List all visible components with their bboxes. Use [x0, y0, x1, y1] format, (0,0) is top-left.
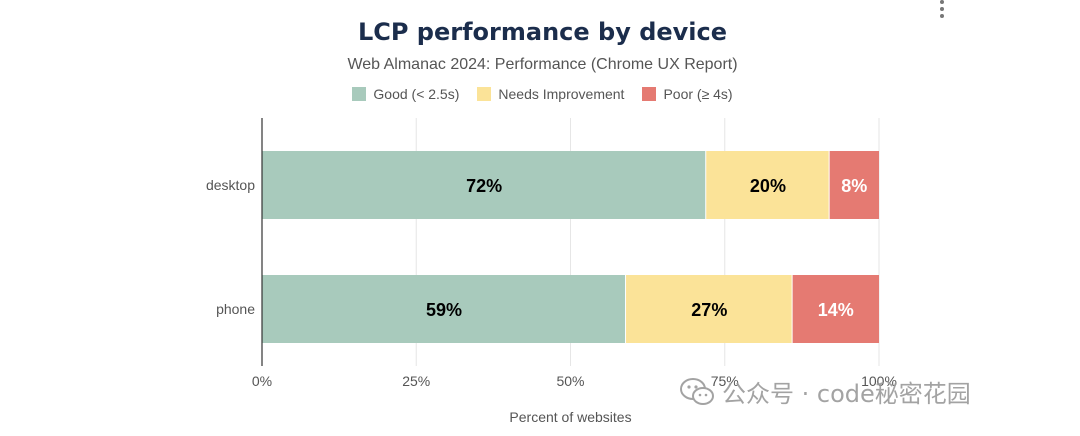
legend-item-needs-improvement[interactable]: Needs Improvement — [477, 86, 624, 102]
legend-item-poor[interactable]: Poor (≥ 4s) — [642, 86, 733, 102]
bar-desktop-needs-improvement — [706, 151, 829, 219]
data-label-phone-needs-improvement: 27% — [691, 300, 727, 320]
data-label-phone-good-2-5s: 59% — [426, 300, 462, 320]
legend-swatch-poor — [642, 87, 657, 101]
legend-label-needs-improvement: Needs Improvement — [498, 86, 625, 102]
x-tick-label-50: 50% — [556, 373, 584, 389]
chart-title: LCP performance by device — [357, 18, 728, 46]
wechat-icon — [680, 377, 714, 405]
chart-legend: Good (< 2.5s) Needs Improvement Poor (≥ … — [0, 86, 1080, 102]
bar-desktop-poor-4s — [829, 151, 879, 219]
x-tick-label-75: 75% — [711, 373, 739, 389]
legend-item-good[interactable]: Good (< 2.5s) — [352, 86, 459, 102]
watermark-text: 公众号 · code秘密花园 — [722, 380, 971, 408]
legend-swatch-needs-improvement — [477, 87, 492, 101]
watermark: 公众号 · code秘密花园 — [680, 374, 971, 409]
x-tick-label-25: 25% — [402, 373, 430, 389]
data-label-desktop-good-2-5s: 72% — [466, 176, 502, 196]
bar-phone-poor-4s — [792, 275, 879, 343]
x-tick-label-100: 100% — [861, 373, 897, 389]
bar-desktop-good-2-5s — [262, 151, 706, 219]
legend-label-good: Good (< 2.5s) — [373, 86, 460, 102]
chart-menu-icon[interactable] — [935, 0, 949, 20]
data-label-desktop-needs-improvement: 20% — [750, 176, 786, 196]
bar-phone-good-2-5s — [262, 275, 626, 343]
category-label-phone: phone — [216, 301, 255, 317]
data-label-desktop-poor-4s: 8% — [841, 176, 867, 196]
bar-phone-needs-improvement — [626, 275, 792, 343]
legend-swatch-good — [352, 87, 367, 101]
category-label-desktop: desktop — [206, 177, 255, 193]
data-label-phone-poor-4s: 14% — [818, 300, 854, 320]
x-tick-label-0: 0% — [252, 373, 272, 389]
chart-subtitle: Web Almanac 2024: Performance (Chrome UX… — [347, 56, 738, 73]
legend-label-poor: Poor (≥ 4s) — [663, 86, 733, 102]
x-axis-title: Percent of websites — [509, 409, 631, 425]
